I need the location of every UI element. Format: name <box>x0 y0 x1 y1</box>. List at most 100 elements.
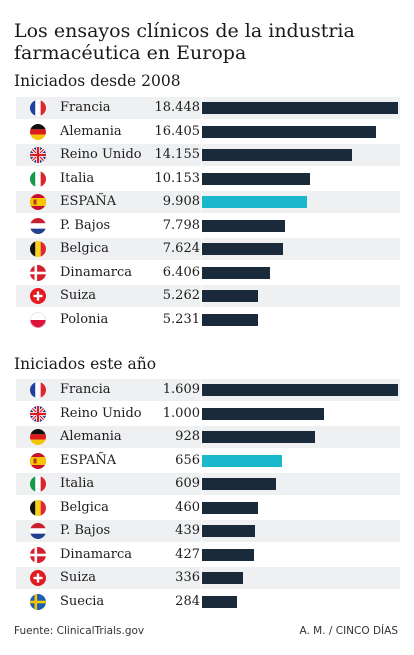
chart-1-row-espana: ESPAÑA 9.908 <box>16 191 400 213</box>
flag-switzerland-icon <box>30 570 46 586</box>
chart-1-row-reino-unido: Reino Unido 14.155 <box>16 144 400 166</box>
chart-1-row-polonia: Polonia 5.231 <box>16 308 400 331</box>
category-label: Belgica <box>60 241 109 256</box>
row-divider <box>201 97 202 119</box>
flag-poland-icon <box>30 311 46 328</box>
flag-spain-icon <box>30 194 46 210</box>
chart-2-row-italia: Italia 609 <box>16 473 400 495</box>
chart-2-row-reino-unido: Reino Unido 1.000 <box>16 402 400 425</box>
chart-2-row-p-bajos: P. Bajos 439 <box>16 520 400 542</box>
category-label: Alemania <box>60 123 122 139</box>
chart-title: Los ensayos clínicos de la industria far… <box>14 20 355 64</box>
chart-2-row-suecia: Suecia 284 <box>16 590 400 613</box>
value-label: 7.624 <box>162 241 200 256</box>
chart-1-row-alemania: Alemania 16.405 <box>16 120 400 143</box>
row-divider <box>201 144 202 166</box>
category-label: ESPAÑA <box>60 194 117 209</box>
flag-germany-icon <box>30 429 46 445</box>
category-label: Alemania <box>60 429 122 444</box>
value-label: 6.406 <box>162 264 200 280</box>
flag-france-icon <box>30 100 46 116</box>
value-label: 460 <box>175 499 200 515</box>
bar-suiza <box>202 572 243 584</box>
category-label: Suecia <box>60 593 105 609</box>
value-label: 1.609 <box>162 382 200 397</box>
category-label: Belgica <box>60 499 109 515</box>
bar-espana <box>202 454 282 467</box>
value-label: 9.908 <box>162 194 200 209</box>
credit-note: A. M. / CINCO DÍAS <box>299 625 398 637</box>
category-label: Suiza <box>60 288 97 303</box>
bar-francia <box>202 384 398 396</box>
category-label: Francia <box>60 100 111 115</box>
bar-suiza <box>202 290 258 302</box>
chart-1-row-italia: Italia 10.153 <box>16 167 400 190</box>
bar-belgica <box>202 243 283 255</box>
flag-belgium-icon <box>30 241 46 257</box>
bar-italia <box>202 478 277 490</box>
flag-denmark-icon <box>30 264 46 281</box>
chart-2-row-dinamarca: Dinamarca 427 <box>16 543 400 566</box>
chart-1-subtitle: Iniciados desde 2008 <box>14 72 181 90</box>
category-label: P. Bajos <box>60 523 111 538</box>
chart-1-row-dinamarca: Dinamarca 6.406 <box>16 261 400 284</box>
value-label: 7.798 <box>162 217 200 233</box>
row-divider <box>201 191 202 213</box>
row-divider <box>201 426 202 448</box>
flag-uk-icon <box>30 147 46 163</box>
row-divider <box>201 590 202 613</box>
row-divider <box>201 308 202 331</box>
value-label: 656 <box>175 452 200 468</box>
category-label: Italia <box>60 170 95 186</box>
row-divider <box>201 520 202 542</box>
row-divider <box>201 496 202 519</box>
flag-france-icon <box>30 382 46 398</box>
row-divider <box>201 285 202 307</box>
value-label: 336 <box>175 570 200 585</box>
chart-2-row-francia: Francia 1.609 <box>16 379 400 401</box>
category-label: ESPAÑA <box>60 452 117 468</box>
category-label: Dinamarca <box>60 264 133 280</box>
bar-italia <box>202 172 310 185</box>
value-label: 928 <box>175 429 200 444</box>
category-label: Suiza <box>60 570 97 585</box>
chart-2-row-belgica: Belgica 460 <box>16 496 400 519</box>
flag-netherlands-icon <box>30 523 46 539</box>
row-divider <box>201 238 202 260</box>
source-note: Fuente: ClinicalTrials.gov <box>14 625 145 637</box>
bar-dinamarca <box>202 266 271 279</box>
chart-1-row-suiza: Suiza 5.262 <box>16 285 400 307</box>
category-label: Italia <box>60 476 95 491</box>
value-label: 14.155 <box>154 147 201 162</box>
bar-suecia <box>202 595 237 608</box>
flag-italy-icon <box>30 170 46 187</box>
value-label: 18.448 <box>154 100 201 115</box>
value-label: 16.405 <box>154 123 201 139</box>
row-divider <box>201 167 202 190</box>
category-label: Reino Unido <box>60 405 142 421</box>
category-label: Reino Unido <box>60 147 142 162</box>
bar-polonia <box>202 313 258 326</box>
flag-sweden-icon <box>30 593 46 610</box>
chart-1-row-francia: Francia 18.448 <box>16 97 400 119</box>
row-divider <box>201 543 202 566</box>
flag-italy-icon <box>30 476 46 492</box>
row-divider <box>201 120 202 143</box>
flag-germany-icon <box>30 123 46 140</box>
row-divider <box>201 402 202 425</box>
bar-francia <box>202 102 398 114</box>
bar-reino-unido <box>202 407 324 420</box>
bar-espana <box>202 196 308 208</box>
category-label: Francia <box>60 382 111 397</box>
row-divider <box>201 473 202 495</box>
row-divider <box>201 449 202 472</box>
bar-alemania <box>202 431 316 443</box>
value-label: 439 <box>175 523 200 538</box>
bar-p-bajos <box>202 525 256 537</box>
chart-2-row-espana: ESPAÑA 656 <box>16 449 400 472</box>
category-label: Polonia <box>60 311 109 327</box>
bar-reino-unido <box>202 149 353 161</box>
chart-2-subtitle: Iniciados este año <box>14 355 157 373</box>
row-divider <box>201 261 202 284</box>
row-divider <box>201 567 202 589</box>
